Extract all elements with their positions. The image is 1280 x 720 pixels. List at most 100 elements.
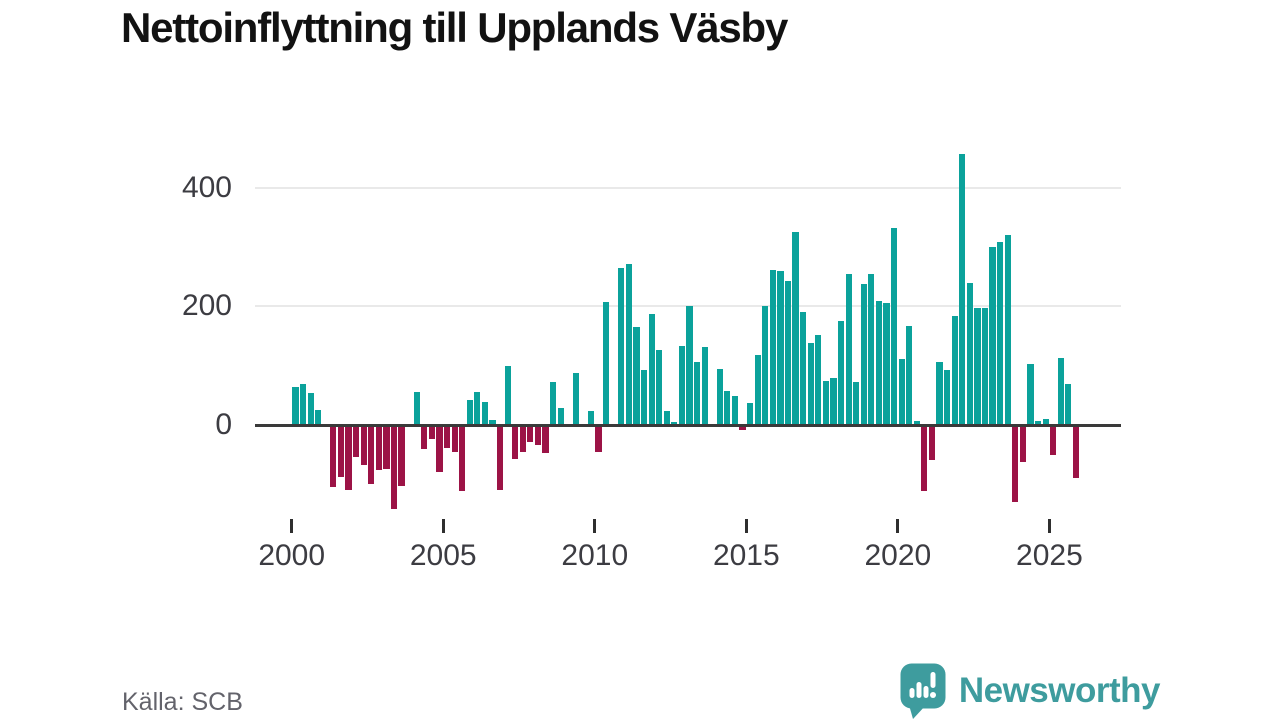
x-axis-label-2005: 2005 — [409, 539, 477, 572]
bar-2011-q4 — [648, 314, 655, 425]
bar-2014-q2 — [724, 390, 731, 425]
bar-2013-q2 — [693, 362, 701, 425]
bar-2025-q1 — [1050, 425, 1057, 455]
bar-2012-q1 — [656, 349, 663, 425]
bar-2023-q1 — [989, 247, 996, 425]
bar-2021-q4 — [951, 315, 958, 425]
newsworthy-logo-icon — [899, 662, 947, 719]
x-axis-label-2000: 2000 — [258, 539, 326, 572]
bar-2005-q1 — [443, 425, 451, 448]
bar-2013-q1 — [686, 306, 693, 425]
bar-2015-q3 — [762, 306, 769, 425]
bar-2002-q4 — [375, 425, 382, 471]
bar-2017-q2 — [815, 335, 822, 425]
bar-2007-q4 — [527, 425, 534, 442]
bar-2000-q1 — [292, 387, 299, 425]
newsworthy-logo: Newsworthy — [899, 662, 1161, 719]
bar-2017-q3 — [822, 380, 829, 425]
bar-2021-q1 — [928, 425, 936, 460]
bar-2002-q2 — [360, 425, 367, 466]
bar-2016-q4 — [800, 312, 807, 425]
bar-2004-q1 — [413, 392, 420, 425]
bar-chart-plot — [255, 140, 1121, 530]
x-tick-2010 — [593, 519, 597, 533]
zero-axis-line — [255, 423, 1121, 427]
bar-2002-q3 — [368, 425, 375, 484]
bar-2019-q3 — [883, 302, 890, 425]
bar-2001-q2 — [330, 425, 337, 488]
bar-2006-q4 — [496, 425, 504, 490]
bar-2023-q4 — [1012, 425, 1019, 503]
x-tick-2015 — [744, 519, 748, 533]
bar-2023-q3 — [1004, 235, 1011, 425]
bar-2015-q1 — [747, 403, 754, 425]
gridline-400 — [255, 186, 1121, 189]
bar-2010-q4 — [618, 268, 625, 425]
bar-2009-q4 — [587, 410, 595, 425]
bar-2002-q1 — [353, 425, 360, 458]
bar-2004-q2 — [421, 425, 428, 449]
bar-2020-q4 — [921, 425, 928, 492]
bar-2018-q1 — [837, 320, 845, 425]
bar-2021-q2 — [936, 361, 943, 425]
bar-2020-q3 — [913, 420, 920, 425]
bar-2022-q4 — [981, 307, 989, 425]
x-axis-label-2015: 2015 — [712, 539, 780, 572]
bar-2024-q4 — [1042, 419, 1049, 425]
bar-2011-q2 — [633, 327, 640, 425]
y-axis-label-200: 200 — [181, 289, 232, 323]
bar-2006-q2 — [481, 402, 488, 425]
bar-2019-q2 — [875, 301, 883, 425]
bar-2007-q3 — [519, 425, 526, 453]
bar-2001-q3 — [337, 425, 345, 478]
bar-2011-q3 — [640, 370, 648, 425]
bar-2014-q3 — [731, 395, 739, 425]
bar-2005-q2 — [451, 425, 458, 453]
bar-2009-q2 — [572, 372, 579, 425]
bar-2004-q3 — [428, 425, 435, 439]
x-tick-2000 — [290, 519, 294, 533]
bar-2025-q3 — [1065, 384, 1072, 425]
x-axis-label-2020: 2020 — [864, 539, 932, 572]
newsworthy-logo-text: Newsworthy — [958, 670, 1161, 710]
bar-2022-q3 — [974, 307, 981, 425]
bar-2003-q2 — [390, 425, 398, 510]
bar-2025-q2 — [1057, 357, 1064, 425]
bar-2016-q1 — [777, 271, 784, 425]
source-caption: Källa: SCB — [122, 688, 243, 716]
bar-2024-q1 — [1019, 425, 1026, 462]
bar-2025-q4 — [1072, 425, 1080, 479]
bar-2020-q2 — [906, 325, 913, 425]
bar-2019-q4 — [890, 228, 898, 425]
x-axis-label-2010: 2010 — [561, 539, 629, 572]
bar-2017-q4 — [830, 377, 837, 425]
bar-2003-q1 — [383, 425, 390, 469]
bar-2016-q3 — [792, 231, 799, 425]
x-tick-2020 — [896, 519, 900, 533]
bar-2014-q4 — [739, 425, 746, 430]
bar-2023-q2 — [997, 242, 1004, 425]
bar-2022-q1 — [959, 154, 966, 425]
bar-2018-q2 — [845, 273, 852, 425]
bar-2019-q1 — [868, 274, 875, 425]
bar-2005-q4 — [466, 400, 473, 425]
bar-2006-q1 — [474, 392, 481, 425]
bar-2000-q3 — [307, 392, 314, 425]
bar-2015-q2 — [754, 354, 761, 425]
bar-2016-q2 — [784, 280, 792, 425]
x-axis-label-2025: 2025 — [1016, 539, 1083, 572]
x-tick-2025 — [1047, 519, 1051, 533]
bar-2013-q3 — [701, 347, 708, 425]
bar-2018-q4 — [860, 284, 867, 425]
bar-2006-q3 — [489, 420, 496, 425]
bar-2007-q1 — [504, 365, 511, 425]
bar-2014-q1 — [716, 369, 723, 425]
bar-2022-q2 — [966, 282, 973, 425]
bar-2001-q4 — [345, 425, 352, 491]
bar-2000-q4 — [315, 410, 322, 425]
y-axis-label-0: 0 — [215, 408, 232, 441]
y-axis-label-400: 400 — [181, 170, 232, 204]
bar-2008-q4 — [557, 408, 564, 425]
bar-2003-q3 — [398, 425, 405, 486]
